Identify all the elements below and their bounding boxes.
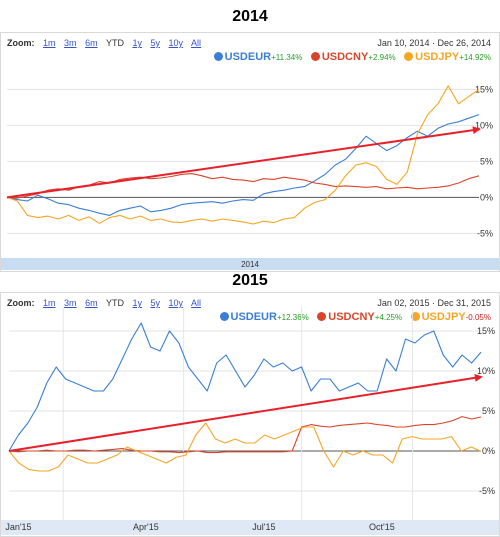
zoom-1m-button[interactable]: 1m bbox=[43, 298, 56, 308]
y-tick-label: -5% bbox=[477, 228, 493, 238]
trend-arrow-head-icon bbox=[474, 373, 483, 382]
zoom-1m-button[interactable]: 1m bbox=[43, 38, 56, 48]
zoom-6m-button[interactable]: 6m bbox=[85, 38, 98, 48]
y-tick-label: 5% bbox=[482, 406, 495, 416]
zoom-ytd-button[interactable]: YTD bbox=[105, 38, 124, 48]
chart-2014-panel: Zoom: 1m 3m 6m YTD 1y 5y 10y All Jan 10,… bbox=[0, 32, 500, 272]
chart-2015-panel: Zoom: 1m 3m 6m YTD 1y 5y 10y All Jan 02,… bbox=[0, 292, 500, 537]
y-tick-label: 10% bbox=[475, 120, 493, 130]
usdjpy-dot-icon bbox=[404, 52, 414, 61]
zoom-label: Zoom: bbox=[7, 298, 35, 308]
series-line-usdeur bbox=[6, 114, 480, 216]
date-range-2015: Jan 02, 2015 · Dec 31, 2015 bbox=[377, 298, 491, 308]
usdjpy-dot-icon bbox=[410, 312, 420, 321]
series-line-usdeur bbox=[8, 322, 482, 452]
navigator-label: 2014 bbox=[241, 260, 259, 269]
chart-2015-plot[interactable]: 15% 10% 5% 0% -5% Jan'15 Apr'15 Jul'15 Oct'15 bbox=[1, 293, 499, 536]
zoom-ytd-button[interactable]: YTD bbox=[105, 298, 124, 308]
zoom-all-button[interactable]: All bbox=[191, 298, 202, 308]
legend-item-usdeur[interactable]: USDEUR+12.36% bbox=[219, 311, 309, 323]
legend-2014: USDEUR+11.34% USDCNY+2.94% USDJPY+14.92% bbox=[208, 51, 491, 63]
navigator-bar bbox=[1, 258, 499, 270]
series-line-usdjpy bbox=[6, 85, 480, 225]
series-line-usdcny bbox=[6, 173, 480, 199]
y-tick-label: 5% bbox=[480, 156, 493, 166]
zoom-10y-button[interactable]: 10y bbox=[168, 298, 184, 308]
zoom-all-button[interactable]: All bbox=[191, 38, 202, 48]
usdcny-dot-icon bbox=[310, 52, 320, 61]
date-range-2014: Jan 10, 2014 · Dec 26, 2014 bbox=[377, 38, 491, 48]
series-line-usdjpy bbox=[8, 422, 482, 472]
x-tick-label: Oct'15 bbox=[369, 522, 395, 532]
legend-item-usdcny[interactable]: USDCNY+2.94% bbox=[310, 51, 396, 63]
chart-2014-plot[interactable]: 15% 10% 5% 0% -5% 2014 bbox=[1, 33, 499, 271]
zoom-5y-button[interactable]: 5y bbox=[150, 38, 160, 48]
x-tick-label: Jan'15 bbox=[5, 522, 31, 532]
zoom-1y-button[interactable]: 1y bbox=[132, 38, 142, 48]
zoom-label: Zoom: bbox=[7, 38, 35, 48]
x-axis-strip bbox=[1, 520, 499, 535]
series-line-usdcny bbox=[8, 416, 482, 454]
zoom-6m-button[interactable]: 6m bbox=[85, 298, 98, 308]
trend-arrow-line bbox=[6, 128, 476, 199]
y-tick-label: -5% bbox=[479, 486, 495, 496]
x-tick-label: Jul'15 bbox=[252, 522, 275, 532]
x-tick-label: Apr'15 bbox=[133, 522, 159, 532]
trend-arrow-line bbox=[8, 376, 478, 452]
legend-item-usdjpy[interactable]: USDJPY-0.05% bbox=[410, 311, 491, 323]
chart-2014-title: 2014 bbox=[232, 8, 268, 25]
zoom-1y-button[interactable]: 1y bbox=[132, 298, 142, 308]
zoom-controls-2015: Zoom: 1m 3m 6m YTD 1y 5y 10y All bbox=[7, 298, 207, 308]
trend-arrow-head-icon bbox=[472, 126, 481, 135]
zoom-5y-button[interactable]: 5y bbox=[150, 298, 160, 308]
zoom-3m-button[interactable]: 3m bbox=[64, 38, 77, 48]
y-tick-label: 0% bbox=[482, 446, 495, 456]
y-tick-label: 15% bbox=[475, 84, 493, 94]
zoom-controls-2014: Zoom: 1m 3m 6m YTD 1y 5y 10y All bbox=[7, 38, 207, 48]
y-tick-label: 15% bbox=[477, 326, 495, 336]
legend-item-usdcny[interactable]: USDCNY+4.25% bbox=[317, 311, 402, 323]
legend-item-usdjpy[interactable]: USDJPY+14.92% bbox=[404, 51, 491, 63]
legend-item-usdeur[interactable]: USDEUR+11.34% bbox=[213, 51, 302, 63]
zoom-3m-button[interactable]: 3m bbox=[64, 298, 77, 308]
chart-2015-title: 2015 bbox=[232, 272, 268, 289]
usdeur-dot-icon bbox=[219, 312, 229, 321]
usdeur-dot-icon bbox=[213, 52, 223, 61]
y-tick-label: 10% bbox=[477, 366, 495, 376]
y-tick-label: 0% bbox=[480, 192, 493, 202]
legend-2015: USDEUR+12.36% USDCNY+4.25% USDJPY-0.05% bbox=[214, 311, 491, 323]
zoom-10y-button[interactable]: 10y bbox=[168, 38, 184, 48]
usdcny-dot-icon bbox=[317, 312, 327, 321]
